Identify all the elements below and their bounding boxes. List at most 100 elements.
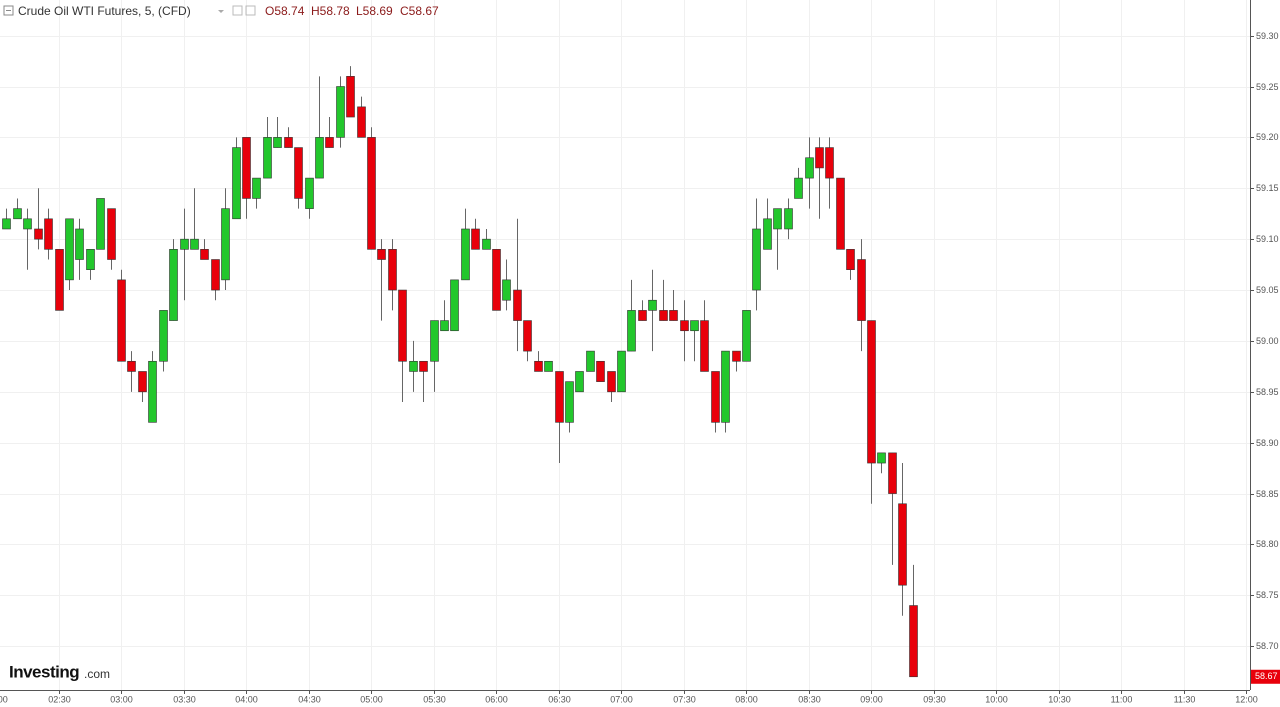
candle-body [669,310,678,321]
candle-body [96,198,105,250]
candle-body [315,137,324,179]
candle-body [471,228,480,250]
candle-body [55,249,64,311]
last-price-box [1251,669,1280,684]
candle-body [263,137,272,179]
candle-body [294,147,303,199]
x-tick-label: 07:00 [610,694,633,704]
candle-body [711,371,720,423]
x-tick-label: 05:30 [423,694,446,704]
candle-body [825,147,834,179]
x-tick-label: 03:30 [173,694,196,704]
candle-body [690,320,699,332]
chart-title: Crude Oil WTI Futures, 5, (CFD) [18,4,191,18]
candle-body [763,218,772,250]
y-tick-label: 58.90 [1256,438,1279,448]
x-tick-label: 10:30 [1048,694,1071,704]
y-tick-label: 59.25 [1256,82,1279,92]
candle-body [898,503,907,586]
y-tick-label: 59.10 [1256,234,1279,244]
y-tick-label: 58.95 [1256,387,1279,397]
candle-body [617,350,626,393]
candle-body [305,177,314,209]
candle-body [273,137,282,148]
collapse-icon[interactable] [3,5,14,16]
candle-body [523,320,532,352]
x-tick-label: 03:00 [110,694,133,704]
candle-body [252,177,261,199]
candle-body [409,360,418,372]
x-tick-label: 11:00 [1111,694,1133,704]
candle-body [575,371,584,393]
y-tick-label: 59.15 [1256,183,1279,193]
candle-body [107,208,116,260]
logo-text: Investing [9,662,79,681]
candle-body [586,350,595,372]
candle-body [773,208,782,230]
x-tick-label: 11:30 [1174,694,1196,704]
y-tick-label: 58.85 [1256,489,1279,499]
axes: 59.30 59.25 59.20 59.15 59.10 59.05 59.00 58.95… [0,31,1280,704]
x-tick-label: 04:30 [298,694,321,704]
x-tick-label: 06:30 [548,694,571,704]
dropdown-arrow[interactable] [218,10,224,13]
x-tick-label: 09:30 [923,694,946,704]
y-tick-label: 58.80 [1256,539,1279,549]
candle-body [388,249,397,291]
candle-body [346,76,355,118]
candle-body [638,310,647,321]
candle-body [221,208,230,281]
x-tick-label: 06:00 [485,694,508,704]
candle-body [700,320,709,372]
candle-body [565,381,574,423]
settings-icon[interactable] [232,5,243,16]
candle-body [13,208,22,220]
candle-body [659,310,668,321]
candle-body [232,147,241,220]
candle-body [159,310,168,362]
logo: Investing .com [9,662,110,681]
candle-body [846,249,855,270]
x-tick-label: 12:00 [1235,694,1258,704]
y-tick-label: 59.00 [1256,336,1279,346]
candle-body [513,289,522,321]
header: Crude Oil WTI Futures, 5, (CFD) O58.74 H… [3,4,439,18]
candle-body [721,350,730,423]
logo-suffix: .com [84,667,110,681]
candle-body [648,299,657,311]
candle-body [23,218,32,230]
y-tick-label: 58.70 [1256,641,1279,651]
y-tick-label: 59.30 [1256,31,1279,41]
candle-body [148,360,157,423]
candle-body [117,279,126,362]
candle-body [877,452,886,464]
candle-body [200,249,209,260]
x-tick-label: 09:00 [860,694,883,704]
candle-body [367,137,376,250]
close-icon[interactable] [245,5,256,16]
candle-body [534,360,543,372]
y-tick-label: 58.75 [1256,590,1279,600]
candle-body [742,310,751,362]
candle-body [450,279,459,332]
candle-body [34,228,43,240]
candle-body [440,320,449,332]
candle-body [909,605,918,678]
x-tick-label: 08:00 [735,694,758,704]
candle-body [596,360,605,382]
candle-body [325,137,334,148]
candle-body [377,249,386,260]
y-tick-label: 59.20 [1256,132,1279,142]
candle-body [627,310,636,352]
candle-body [867,320,876,464]
candle-body [169,249,178,321]
candles [2,66,918,678]
candle-body [607,371,616,393]
candle-body [65,218,74,281]
candle-body [836,177,845,250]
candle-body [784,208,793,230]
candle-body [502,279,511,301]
